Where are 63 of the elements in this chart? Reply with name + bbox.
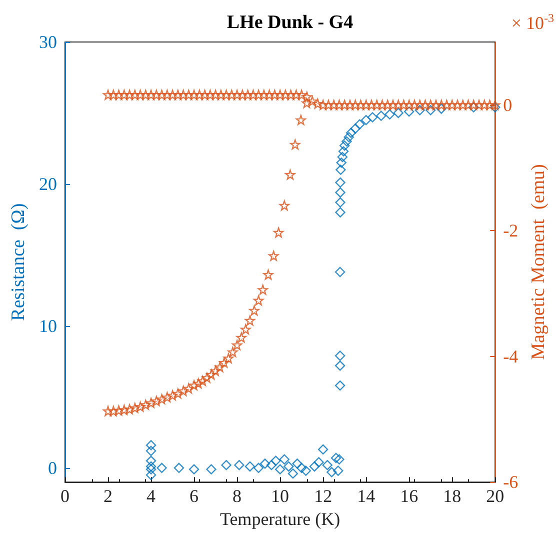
point xyxy=(268,250,279,261)
y2-tick-label: -2 xyxy=(503,220,518,241)
point xyxy=(108,406,118,416)
point xyxy=(114,405,124,416)
point xyxy=(249,305,260,316)
point xyxy=(223,353,234,364)
y-tick-label: 30 xyxy=(39,32,57,52)
x-tick-label: 10 xyxy=(271,486,290,506)
x-tick-label: 14 xyxy=(357,486,376,506)
point xyxy=(135,402,146,412)
point xyxy=(214,362,225,372)
point xyxy=(285,170,296,180)
point xyxy=(240,324,251,334)
point xyxy=(236,332,246,343)
y2-tick-label: -4 xyxy=(503,346,518,366)
point xyxy=(172,388,184,399)
x-tick-label: 6 xyxy=(190,486,199,506)
point xyxy=(228,346,238,358)
point xyxy=(210,366,221,376)
point xyxy=(156,394,167,404)
y2-tick-label: 0 xyxy=(503,94,512,115)
x-tick-label: 2 xyxy=(104,486,113,506)
point xyxy=(178,386,188,396)
point xyxy=(198,376,208,386)
point xyxy=(263,270,274,280)
x-tick-label: 8 xyxy=(232,486,242,506)
point xyxy=(146,398,156,408)
point xyxy=(151,396,162,406)
x-axis-title: Temperature (K) xyxy=(220,509,340,529)
point xyxy=(290,139,300,150)
point xyxy=(219,358,230,368)
y2-tick-label: -6 xyxy=(503,472,518,492)
point xyxy=(273,227,284,238)
point xyxy=(167,390,178,400)
x-tick-label: 12 xyxy=(314,486,332,506)
x-tick-label: 0 xyxy=(60,486,70,506)
point xyxy=(124,404,135,414)
y-tick-label: 20 xyxy=(39,174,57,194)
x-tick-label: 18 xyxy=(443,486,462,506)
y-tick-label: 0 xyxy=(48,458,57,478)
point xyxy=(244,315,256,326)
point xyxy=(188,380,200,390)
point xyxy=(296,114,306,126)
y-axis-title: Resistance (Ω) xyxy=(8,203,30,321)
point xyxy=(258,284,268,295)
point xyxy=(184,383,194,394)
x-tick-label: 16 xyxy=(400,486,418,506)
point xyxy=(279,200,290,211)
point xyxy=(102,406,114,416)
y-tick-label: 10 xyxy=(39,316,57,336)
chart-title: LHe Dunk - G4 xyxy=(226,12,354,33)
point xyxy=(202,372,212,383)
point xyxy=(206,369,216,380)
point xyxy=(253,295,264,306)
point xyxy=(162,392,172,402)
y2-axis-title: Magnetic Moment (emu) xyxy=(528,164,549,360)
x-tick-label: 4 xyxy=(146,486,156,506)
point xyxy=(193,378,204,388)
x-tick-label: 20 xyxy=(486,486,504,506)
point xyxy=(119,404,130,415)
point xyxy=(232,340,242,350)
point xyxy=(130,402,140,414)
point xyxy=(140,400,151,410)
